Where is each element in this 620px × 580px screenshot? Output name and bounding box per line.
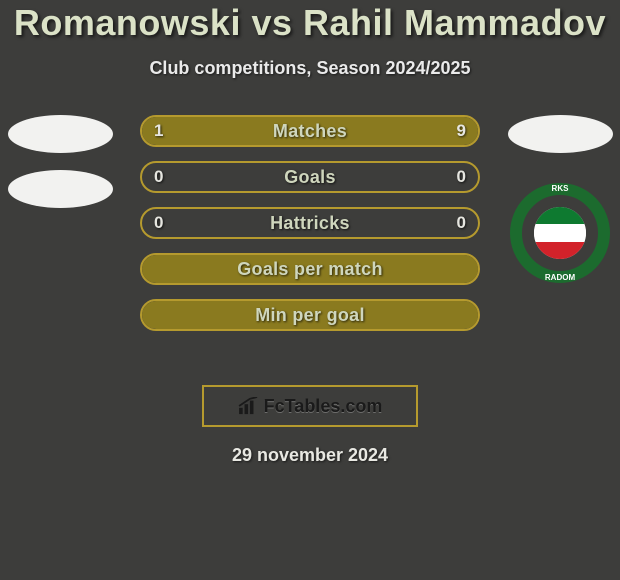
stat-bar-row: Matches1 9 xyxy=(140,115,480,147)
stat-bar-label: Goals per match xyxy=(142,255,478,283)
stat-bar-row: Goals0 0 xyxy=(140,161,480,193)
brand-chart-icon xyxy=(238,397,260,415)
club-badge-stripe xyxy=(534,224,586,241)
right-player-column: RKS RADOM xyxy=(500,115,620,283)
page-subtitle: Club competitions, Season 2024/2025 xyxy=(0,58,620,79)
stat-bar-label: Hattricks xyxy=(142,209,478,237)
stats-area: RKS RADOM Matches19Goals00Hattricks00Goa… xyxy=(0,115,620,365)
club-badge-placeholder xyxy=(8,170,113,208)
comparison-bars: Matches19Goals00Hattricks00Goals per mat… xyxy=(140,115,480,331)
stat-bar-value-left: 1 xyxy=(154,117,163,145)
stat-bar-label: Goals xyxy=(142,163,478,191)
club-badge: RKS RADOM xyxy=(510,183,610,283)
stat-bar-value-right: 0 xyxy=(457,163,466,191)
stat-bar-value-left: 0 xyxy=(154,209,163,237)
stat-bar-value-left: 0 xyxy=(154,163,163,191)
stat-bar-label: Matches xyxy=(142,117,478,145)
player-avatar-placeholder xyxy=(8,115,113,153)
stat-bar-row: Min per goal xyxy=(140,299,480,331)
club-badge-stripe xyxy=(534,242,586,259)
stat-bar-value-right: 0 xyxy=(457,209,466,237)
left-player-column xyxy=(0,115,120,208)
stat-bar-row: Hattricks0 0 xyxy=(140,207,480,239)
stat-bar-value-right: 9 xyxy=(457,117,466,145)
date-text: 29 november 2024 xyxy=(0,445,620,466)
brand-text: FcTables.com xyxy=(264,396,383,417)
club-badge-inner xyxy=(534,207,586,259)
club-badge-stripe xyxy=(534,207,586,224)
page-title: Romanowski vs Rahil Mammadov xyxy=(0,2,620,44)
infographic-root: Romanowski vs Rahil Mammadov Club compet… xyxy=(0,0,620,580)
brand-box: FcTables.com xyxy=(202,385,418,427)
stat-bar-row: Goals per match xyxy=(140,253,480,285)
player-avatar-placeholder xyxy=(508,115,613,153)
stat-bar-label: Min per goal xyxy=(142,301,478,329)
